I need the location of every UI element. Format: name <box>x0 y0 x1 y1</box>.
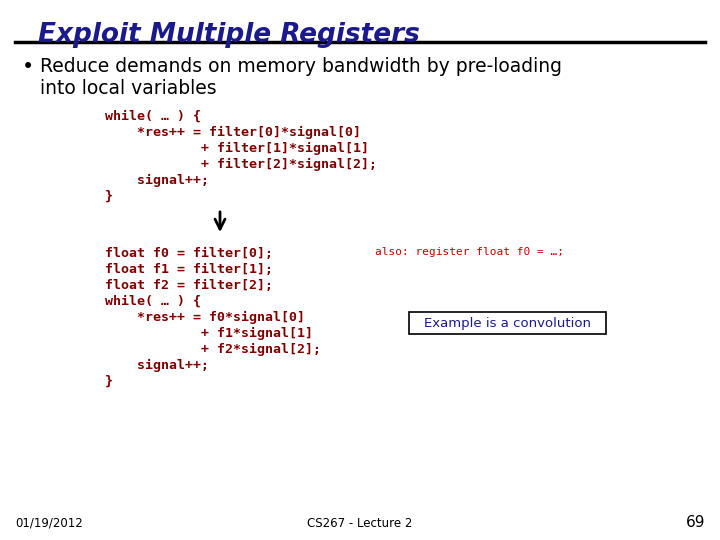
Text: 01/19/2012: 01/19/2012 <box>15 517 83 530</box>
Text: }: } <box>105 375 113 388</box>
Text: + f2*signal[2];: + f2*signal[2]; <box>105 343 321 356</box>
Text: while( … ) {: while( … ) { <box>105 110 201 123</box>
Text: float f1 = filter[1];: float f1 = filter[1]; <box>105 263 273 276</box>
Text: Reduce demands on memory bandwidth by pre-loading
into local variables: Reduce demands on memory bandwidth by pr… <box>40 57 562 98</box>
Text: + filter[2]*signal[2];: + filter[2]*signal[2]; <box>105 158 377 171</box>
Text: *res++ = filter[0]*signal[0]: *res++ = filter[0]*signal[0] <box>105 126 361 139</box>
Text: CS267 - Lecture 2: CS267 - Lecture 2 <box>307 517 413 530</box>
Text: •: • <box>22 57 35 77</box>
Text: also: register float f0 = …;: also: register float f0 = …; <box>375 247 564 257</box>
Text: }: } <box>105 190 113 203</box>
Text: 69: 69 <box>685 515 705 530</box>
Text: signal++;: signal++; <box>105 359 209 372</box>
FancyBboxPatch shape <box>409 312 606 334</box>
Text: while( … ) {: while( … ) { <box>105 295 201 308</box>
Text: + filter[1]*signal[1]: + filter[1]*signal[1] <box>105 142 369 155</box>
Text: Exploit Multiple Registers: Exploit Multiple Registers <box>38 22 420 48</box>
Text: float f0 = filter[0];: float f0 = filter[0]; <box>105 247 273 260</box>
Text: float f2 = filter[2];: float f2 = filter[2]; <box>105 279 273 292</box>
Text: Example is a convolution: Example is a convolution <box>424 316 591 329</box>
Text: signal++;: signal++; <box>105 174 209 187</box>
Text: + f1*signal[1]: + f1*signal[1] <box>105 327 313 340</box>
Text: *res++ = f0*signal[0]: *res++ = f0*signal[0] <box>105 311 305 324</box>
